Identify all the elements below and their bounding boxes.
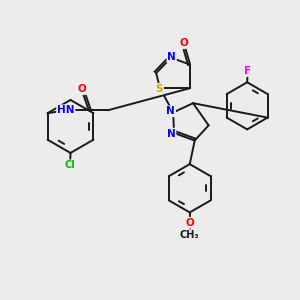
Text: HN: HN <box>57 105 75 115</box>
Text: O: O <box>180 38 189 48</box>
Text: O: O <box>185 218 194 228</box>
Text: N: N <box>167 129 176 139</box>
Text: N: N <box>167 106 175 116</box>
Text: Cl: Cl <box>64 160 75 170</box>
Text: CH₃: CH₃ <box>180 230 200 240</box>
Text: S: S <box>156 84 163 94</box>
Text: N: N <box>167 52 176 62</box>
Text: F: F <box>244 66 251 76</box>
Text: O: O <box>78 84 86 94</box>
